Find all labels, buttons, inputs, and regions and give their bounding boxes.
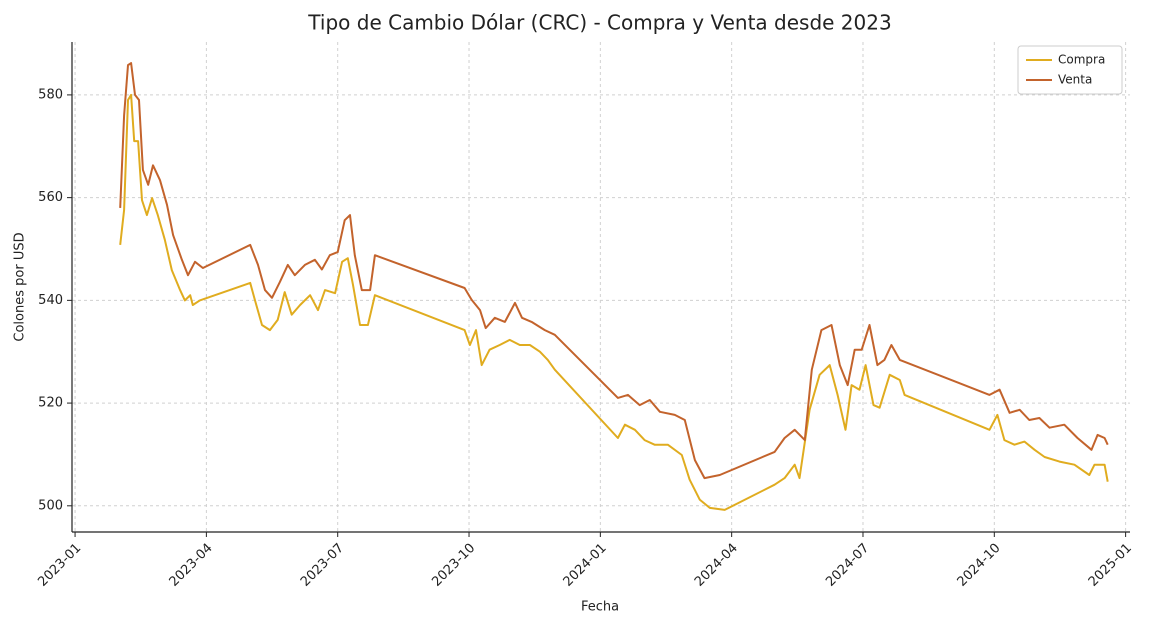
x-tick-label: 2023-04 — [167, 541, 216, 590]
legend-label: Venta — [1058, 73, 1092, 87]
x-tick-label: 2024-04 — [692, 541, 741, 590]
x-tick-label: 2024-10 — [955, 541, 1004, 590]
x-axis-label: Fecha — [581, 600, 619, 615]
y-tick-label: 580 — [38, 87, 63, 102]
y-tick-label: 540 — [38, 293, 63, 308]
legend: Compra Venta — [1017, 45, 1123, 95]
x-tick-label: 2025-01 — [1086, 541, 1135, 590]
x-tick-label: 2023-07 — [298, 541, 347, 590]
legend-label: Compra — [1058, 53, 1105, 67]
x-tick-label: 2024-07 — [823, 541, 872, 590]
y-tick-label: 560 — [38, 190, 63, 205]
legend-box — [1017, 45, 1123, 95]
y-tick-label: 500 — [38, 498, 63, 513]
chart-title: Tipo de Cambio Dólar (CRC) - Compra y Ve… — [307, 11, 891, 35]
x-tick-label: 2023-01 — [35, 541, 84, 590]
y-axis-label: Colones por USD — [13, 232, 28, 341]
x-tick-label: 2024-01 — [561, 541, 610, 590]
x-tick-label: 2023-10 — [429, 541, 478, 590]
series-line — [119, 62, 1109, 480]
y-tick-label: 520 — [38, 396, 63, 411]
series-line — [119, 93, 1109, 511]
